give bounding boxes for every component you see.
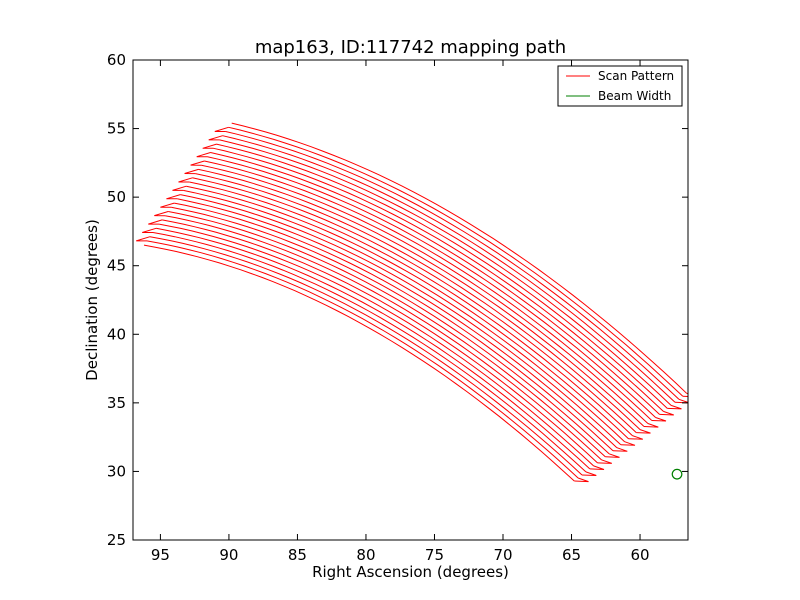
- scan-line: [156, 227, 591, 470]
- y-axis-label: Declination (degrees): [83, 219, 101, 381]
- scan-turnaround: [172, 185, 187, 191]
- scan-turnaround: [651, 417, 667, 422]
- scan-turnaround: [574, 477, 589, 483]
- x-tick-label: 70: [493, 546, 512, 564]
- scan-line: [165, 215, 602, 461]
- scan-line: [143, 244, 575, 482]
- scan-line: [180, 194, 622, 446]
- scan-line: [195, 173, 641, 430]
- y-tick-label: 45: [107, 257, 126, 275]
- y-tick-label: 30: [107, 462, 126, 480]
- chart-title: map163, ID:117742 mapping path: [255, 37, 566, 58]
- scan-line: [225, 131, 680, 400]
- scan-line: [204, 160, 653, 421]
- scan-line: [174, 202, 614, 452]
- scan-turnaround: [589, 465, 605, 470]
- scan-line: [213, 147, 664, 412]
- scan-turnaround: [178, 177, 193, 183]
- scan-line: [222, 135, 676, 403]
- scan-line: [201, 164, 649, 424]
- scan-line: [186, 185, 629, 440]
- y-tick-label: 40: [107, 325, 126, 343]
- ticks-layer: 95 90 85 80 75 70 65 60 25 30 35 40 45 50 55 60: [107, 51, 688, 564]
- plot-frame: [132, 59, 689, 541]
- x-tick-label: 90: [219, 546, 238, 564]
- scan-turnaround: [196, 152, 211, 158]
- scan-line: [198, 168, 645, 427]
- scan-turnaround: [628, 435, 643, 440]
- scan-line: [159, 223, 594, 467]
- x-tick-label: 60: [630, 546, 649, 564]
- scan-turnaround: [636, 429, 651, 434]
- y-tick-label: 25: [107, 531, 126, 549]
- x-tick-label: 80: [356, 546, 375, 564]
- scan-line: [189, 181, 633, 436]
- scan-line: [228, 126, 684, 397]
- scan-line: [216, 143, 668, 409]
- scan-turnaround: [612, 447, 628, 452]
- scan-turnaround: [160, 202, 175, 208]
- scan-turnaround: [620, 441, 636, 446]
- scan-line: [171, 206, 610, 455]
- scan-turnaround: [136, 236, 151, 242]
- scan-turnaround: [208, 135, 223, 141]
- scan-turnaround: [148, 219, 163, 225]
- legend: Scan Pattern Beam Width: [557, 65, 683, 107]
- scan-line: [168, 211, 606, 458]
- scan-line: [146, 240, 579, 479]
- scan-line: [177, 198, 618, 449]
- scan-line: [231, 122, 687, 394]
- y-tick-label: 50: [107, 188, 126, 206]
- scan-line: [192, 177, 637, 433]
- beam-width-circle: [671, 468, 683, 480]
- legend-box: [557, 65, 683, 107]
- legend-label-scan-pattern: Scan Pattern: [598, 69, 674, 83]
- scan-line: [210, 152, 660, 415]
- x-tick-label: 95: [151, 546, 170, 564]
- scan-turnaround: [214, 126, 229, 132]
- scan-line: [149, 236, 583, 476]
- y-tick-label: 55: [107, 120, 126, 138]
- x-axis-label: Right Ascension (degrees): [312, 563, 509, 581]
- scan-line: [162, 219, 598, 464]
- scan-line: [152, 232, 587, 473]
- scan-turnaround: [605, 453, 620, 458]
- scan-turnaround: [166, 194, 181, 200]
- scan-line: [183, 189, 625, 443]
- scan-turnaround: [597, 459, 612, 464]
- scan-turnaround: [674, 398, 688, 404]
- y-tick-label: 60: [107, 51, 126, 69]
- scan-turnaround: [659, 410, 674, 416]
- scan-turnaround: [190, 160, 205, 166]
- scan-line: [219, 139, 672, 406]
- scan-turnaround: [184, 168, 199, 175]
- scan-line: [207, 156, 656, 418]
- y-tick-label: 35: [107, 394, 126, 412]
- scan-turnaround: [667, 404, 682, 410]
- scan-turnaround: [154, 211, 169, 217]
- scan-turnaround: [643, 423, 659, 428]
- scan-turnaround: [142, 227, 157, 233]
- scan-turnaround: [202, 143, 217, 149]
- x-tick-label: 85: [288, 546, 307, 564]
- x-tick-label: 65: [562, 546, 581, 564]
- x-tick-label: 75: [425, 546, 444, 564]
- scan-turnaround: [581, 471, 597, 476]
- legend-label-beam-width: Beam Width: [598, 89, 671, 103]
- series-layer: [136, 122, 688, 483]
